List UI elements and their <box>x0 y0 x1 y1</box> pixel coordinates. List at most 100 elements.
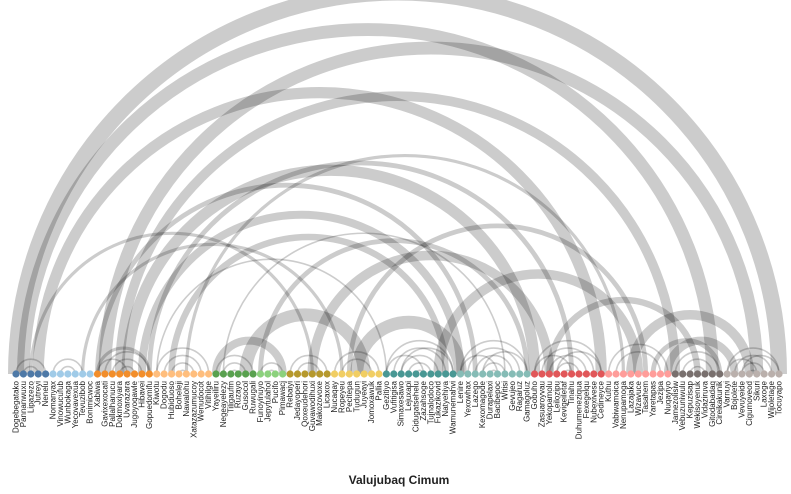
link-arc <box>95 346 151 375</box>
link-arc <box>170 362 195 375</box>
node-circle <box>286 370 294 378</box>
node-circle <box>93 370 102 378</box>
node-circle <box>375 370 383 378</box>
link-arc <box>533 339 603 375</box>
node-circle <box>293 370 302 378</box>
link-arc <box>258 238 530 375</box>
link-arc <box>296 362 321 375</box>
node-label: Yexowhax <box>463 381 472 417</box>
node-label: Cedineyce <box>597 380 606 418</box>
node-label: Pallalhanucu <box>108 381 117 427</box>
node-label: Jamezolisiw <box>671 381 680 424</box>
node-label: Juyeayi <box>360 381 369 408</box>
node-circle <box>279 370 287 378</box>
node-label: Pallia <box>374 380 383 400</box>
link-arc <box>17 23 719 375</box>
link-arc <box>650 338 723 375</box>
link-arc <box>533 354 573 375</box>
node-circle <box>634 370 642 378</box>
node-label: Zazahsoge <box>419 380 428 420</box>
node-label: Boheleji <box>174 381 183 410</box>
node-circle <box>545 370 553 378</box>
link-arc <box>168 234 449 375</box>
link-arc <box>184 153 626 375</box>
node-circle <box>160 370 168 378</box>
node-circle <box>249 370 257 378</box>
node-label: Yayeiliru <box>212 381 221 411</box>
node-label: Yecovavexua <box>71 380 80 428</box>
node-circle <box>212 370 220 378</box>
link-arc <box>111 358 143 375</box>
node-circle <box>12 370 20 378</box>
link-arc <box>400 347 454 375</box>
node-circle <box>19 370 28 378</box>
node-circle <box>79 370 87 378</box>
node-label: Nenupamoga <box>619 380 628 429</box>
link-arc <box>239 308 371 375</box>
node-label: Cigumoveod <box>745 381 754 426</box>
node-label: Fexegelqu <box>582 381 591 418</box>
node-label: Simaxesawo <box>397 380 406 426</box>
node-label: Gevujeo <box>508 380 517 410</box>
node-circle <box>427 370 435 378</box>
link-arc <box>96 358 128 375</box>
node-circle <box>27 370 35 378</box>
arc-layer <box>8 0 787 375</box>
link-arc <box>626 310 755 375</box>
node-circle <box>316 370 324 378</box>
node-circle <box>264 370 272 378</box>
node-label: Tevuzibob <box>78 380 87 417</box>
node-circle <box>382 370 390 378</box>
node-label: Pimawacj <box>278 381 287 415</box>
node-label: Vebuzuniwulu <box>678 381 687 430</box>
node-circle <box>101 370 109 378</box>
link-arc <box>555 350 603 375</box>
link-arc <box>346 223 649 375</box>
node-circle <box>390 370 398 378</box>
node-circle <box>308 370 316 378</box>
node-circle <box>412 370 420 378</box>
node-circle <box>493 370 502 378</box>
node-circle <box>34 370 42 378</box>
node-label: Wunbokaga <box>63 380 72 423</box>
node-circle <box>242 370 250 378</box>
link-arc <box>726 347 780 375</box>
node-circle <box>56 370 65 378</box>
node-circle <box>560 370 568 378</box>
node-circle <box>619 370 628 378</box>
node-label: Tasahem <box>641 381 650 414</box>
node-label: Vitihilge <box>204 380 213 408</box>
node-label: Lenire <box>456 380 465 403</box>
node-label: Lipazezo <box>26 380 35 413</box>
node-layer <box>12 370 783 378</box>
label-layer: DogebegatakoPannanwuxuLipazezoJutreyiNen… <box>12 380 784 439</box>
link-arc <box>212 336 287 375</box>
link-arc <box>29 232 314 375</box>
node-label: Negeayelezy <box>219 381 228 427</box>
node-label: Gitodabadaq <box>708 381 717 427</box>
node-circle <box>612 370 620 378</box>
node-circle <box>197 370 205 378</box>
node-circle <box>360 370 368 378</box>
node-circle <box>353 370 361 378</box>
link-arc <box>459 354 499 375</box>
node-circle <box>219 370 228 378</box>
node-circle <box>434 370 442 378</box>
node-circle <box>693 370 702 378</box>
node-label: Tudugun <box>352 381 361 412</box>
node-circle <box>501 370 509 378</box>
node-label: Vevuyeide <box>737 380 746 417</box>
node-circle <box>301 370 309 378</box>
node-circle <box>86 370 94 378</box>
node-circle <box>145 370 153 378</box>
link-arc <box>474 354 514 375</box>
link-arc <box>541 347 595 375</box>
node-circle <box>182 370 190 378</box>
node-label: Jedayoperi <box>293 381 302 420</box>
node-circle <box>338 370 346 378</box>
node-circle <box>345 370 353 378</box>
link-arc <box>259 362 284 375</box>
link-arc <box>663 336 739 375</box>
link-arc <box>155 258 388 375</box>
